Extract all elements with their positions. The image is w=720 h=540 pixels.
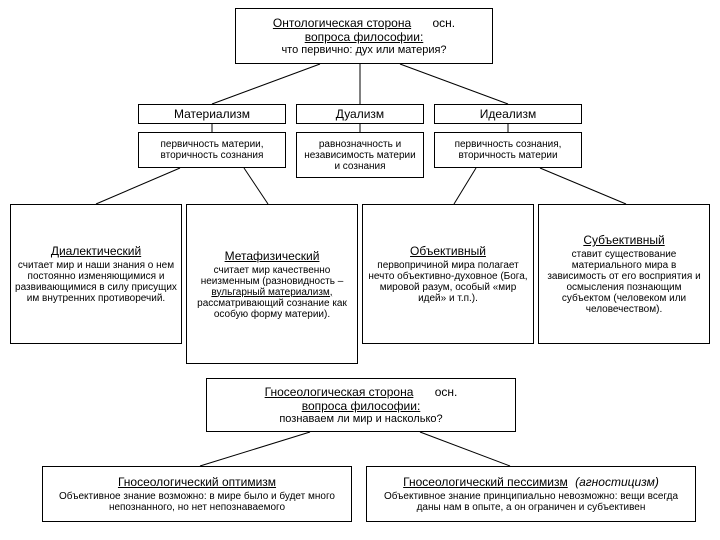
metaphysical-title: Метафизический xyxy=(225,249,320,263)
materialism-desc: первичность материи, вторичность сознани… xyxy=(138,132,286,168)
pessimism-title: Гносеологический пессимизм (агностицизм) xyxy=(403,475,659,489)
pessimism-desc: Объективное знание принципиально невозмо… xyxy=(371,491,691,513)
objective-title: Объективный xyxy=(410,244,486,258)
metaphysical-desc: считает мир качественно неизменным (разн… xyxy=(191,265,353,320)
idealism-desc: первичность сознания, вторичность матери… xyxy=(434,132,582,168)
dialectical-title: Диалектический xyxy=(51,244,141,258)
optimism-box: Гносеологический оптимизм Объективное зн… xyxy=(42,466,352,522)
subjective-box: Субъективный ставит существование матери… xyxy=(538,204,710,344)
ontology-subtitle: что первично: дух или материя? xyxy=(281,44,446,56)
objective-box: Объективный первопричиной мира полагает … xyxy=(362,204,534,344)
ontology-title: Онтологическая сторона осн. xyxy=(273,16,455,30)
subjective-title: Субъективный xyxy=(583,233,664,247)
optimism-desc: Объективное знание возможно: в мире было… xyxy=(47,491,347,513)
dialectical-desc: считает мир и наши знания о нем постоянн… xyxy=(15,260,177,304)
dualism-title: Дуализм xyxy=(296,104,424,124)
gnoseology-title: Гносеологическая сторона осн. xyxy=(265,385,458,399)
optimism-title: Гносеологический оптимизм xyxy=(118,475,276,489)
materialism-title: Материализм xyxy=(138,104,286,124)
dualism-desc: равнозначность и независимость материи и… xyxy=(296,132,424,178)
objective-desc: первопричиной мира полагает нечто объект… xyxy=(367,260,529,304)
idealism-title: Идеализм xyxy=(434,104,582,124)
gnoseology-subtitle: познаваем ли мир и насколько? xyxy=(279,413,442,425)
subjective-desc: ставит существование материального мира … xyxy=(543,249,705,315)
gnoseology-title2: вопроса философии: xyxy=(302,399,421,413)
dialectical-box: Диалектический считает мир и наши знания… xyxy=(10,204,182,344)
metaphysical-box: Метафизический считает мир качественно н… xyxy=(186,204,358,364)
ontology-top-box: Онтологическая сторона осн. вопроса фило… xyxy=(235,8,493,64)
pessimism-box: Гносеологический пессимизм (агностицизм)… xyxy=(366,466,696,522)
ontology-title2: вопроса философии: xyxy=(305,30,424,44)
gnoseology-box: Гносеологическая сторона осн. вопроса фи… xyxy=(206,378,516,432)
